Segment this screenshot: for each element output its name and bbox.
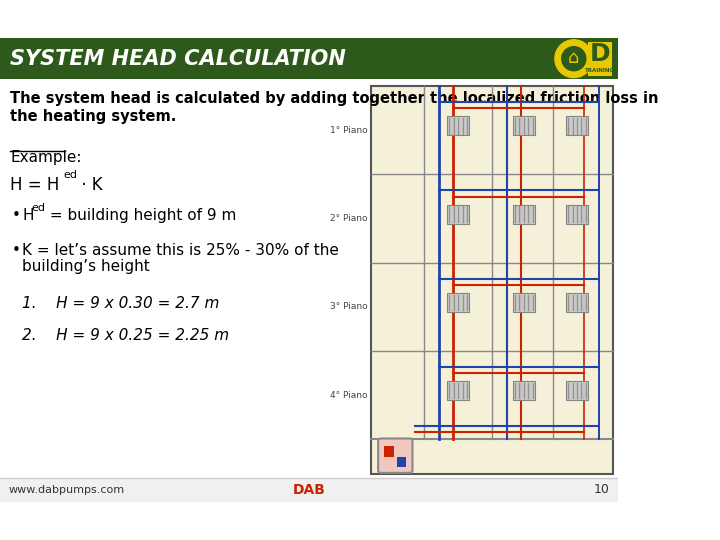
Text: 2° Piano: 2° Piano <box>330 214 368 223</box>
Text: 3° Piano: 3° Piano <box>330 302 368 312</box>
Text: The system head is calculated by adding together the localized friction loss in
: The system head is calculated by adding … <box>10 91 659 124</box>
Text: ed: ed <box>32 203 46 213</box>
Text: 1° Piano: 1° Piano <box>330 126 368 135</box>
Text: Example:: Example: <box>10 150 82 165</box>
Text: H = H: H = H <box>10 176 60 193</box>
Text: building’s height: building’s height <box>22 259 150 274</box>
Text: = building height of 9 m: = building height of 9 m <box>45 208 236 223</box>
Bar <box>566 117 588 136</box>
Text: · K: · K <box>76 176 102 193</box>
Text: 1.    H = 9 x 0.30 = 2.7 m: 1. H = 9 x 0.30 = 2.7 m <box>22 296 220 310</box>
Text: 2.    H = 9 x 0.25 = 2.25 m: 2. H = 9 x 0.25 = 2.25 m <box>22 328 230 343</box>
Bar <box>447 117 469 136</box>
Bar <box>397 456 407 467</box>
Bar <box>588 42 613 76</box>
Text: www.dabpumps.com: www.dabpumps.com <box>9 485 125 495</box>
Text: H: H <box>22 208 34 223</box>
Circle shape <box>562 46 586 71</box>
Bar <box>566 205 588 224</box>
Bar <box>0 38 618 79</box>
Text: •: • <box>12 208 21 223</box>
Circle shape <box>555 40 593 78</box>
FancyBboxPatch shape <box>378 438 413 473</box>
Bar <box>513 205 535 224</box>
Bar <box>513 117 535 136</box>
Text: •: • <box>12 242 21 258</box>
Text: TRAINING: TRAINING <box>585 68 616 73</box>
Bar <box>566 293 588 312</box>
Bar <box>447 205 469 224</box>
Text: ⌂: ⌂ <box>568 49 580 67</box>
Text: ed: ed <box>63 170 78 179</box>
Text: DAB: DAB <box>293 483 325 497</box>
Text: K = let’s assume this is 25% - 30% of the: K = let’s assume this is 25% - 30% of th… <box>22 242 339 258</box>
Bar <box>513 293 535 312</box>
Bar <box>447 293 469 312</box>
Text: 4° Piano: 4° Piano <box>330 390 368 400</box>
Bar <box>513 381 535 400</box>
Bar <box>384 446 394 456</box>
Bar <box>447 381 469 400</box>
Text: SYSTEM HEAD CALCULATION: SYSTEM HEAD CALCULATION <box>10 49 346 69</box>
Text: D: D <box>590 43 611 66</box>
Bar <box>371 86 613 474</box>
Bar <box>0 478 618 502</box>
Text: 10: 10 <box>594 483 610 496</box>
Bar <box>566 381 588 400</box>
